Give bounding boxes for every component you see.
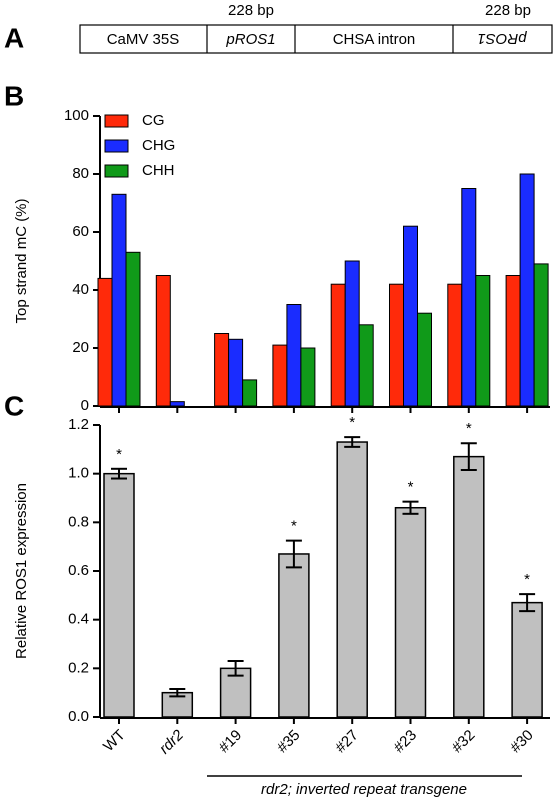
- bar: [300, 347, 316, 407]
- legend-swatch: [104, 114, 129, 128]
- bar: [394, 506, 427, 718]
- bar: [461, 188, 477, 407]
- bar: [97, 277, 113, 407]
- y-tick-label: 60: [72, 223, 89, 240]
- bar: [389, 283, 404, 407]
- x-tick-label: #35: [274, 727, 304, 757]
- y-tick-label: 0.0: [68, 708, 89, 725]
- bar: [533, 263, 549, 407]
- bar: [417, 312, 432, 407]
- legend-swatch: [104, 164, 129, 178]
- y-tick-label: 0.2: [68, 659, 89, 676]
- significance-marker: *: [524, 571, 530, 588]
- x-tick-label: #19: [216, 727, 246, 757]
- bar: [161, 691, 194, 718]
- x-tick-label: #32: [449, 727, 479, 757]
- panel-label: A: [4, 22, 24, 53]
- bar: [214, 333, 230, 407]
- segment-label: CHSA intron: [333, 31, 416, 48]
- y-tick-label: 0.8: [68, 513, 89, 530]
- bar: [447, 283, 463, 407]
- bar: [228, 338, 244, 407]
- y-tick-label: 0: [81, 397, 89, 414]
- y-tick-label: 0.4: [68, 611, 89, 628]
- bar: [169, 401, 185, 407]
- bar: [475, 275, 491, 407]
- bar: [505, 275, 521, 407]
- y-tick-label: 20: [72, 339, 89, 356]
- size-annotation: 228 bp: [485, 2, 531, 19]
- significance-marker: *: [291, 518, 297, 535]
- bar: [344, 260, 360, 407]
- y-axis-label: Relative ROS1 expression: [13, 483, 30, 659]
- y-tick-label: 0.6: [68, 562, 89, 579]
- bar: [278, 553, 310, 718]
- bar: [358, 324, 374, 407]
- bar: [403, 225, 418, 407]
- x-tick-label: #23: [390, 727, 420, 757]
- segment-label: pROS1: [225, 31, 275, 48]
- significance-marker: *: [349, 414, 355, 431]
- y-tick-label: 80: [72, 165, 89, 182]
- legend-label: CG: [142, 112, 165, 129]
- panel-label: C: [4, 390, 24, 421]
- x-tick-label: #27: [332, 727, 362, 757]
- bar: [103, 472, 135, 718]
- y-tick-label: 100: [64, 107, 89, 124]
- construct-box: [79, 24, 553, 54]
- y-axis-label: Top strand mC (%): [13, 198, 30, 323]
- group-label: rdr2; inverted repeat transgene: [261, 781, 467, 798]
- x-tick-label: WT: [100, 727, 129, 756]
- significance-marker: *: [408, 479, 414, 496]
- segment-label: CaMV 35S: [107, 31, 180, 48]
- panel-label: B: [4, 80, 24, 111]
- size-annotation: 228 bp: [228, 2, 274, 19]
- bar: [519, 173, 535, 407]
- significance-marker: *: [116, 446, 122, 463]
- y-tick-label: 40: [72, 281, 89, 298]
- bar: [111, 193, 127, 407]
- bar: [336, 441, 368, 718]
- segment-label: pROS1: [477, 30, 527, 47]
- legend-label: CHG: [142, 137, 175, 154]
- bar: [125, 251, 141, 407]
- bar: [453, 455, 485, 718]
- bar: [511, 601, 543, 718]
- bar: [330, 283, 346, 407]
- legend-label: CHH: [142, 162, 175, 179]
- x-tick-label: rdr2: [156, 726, 187, 757]
- y-tick-label: 1.2: [68, 416, 89, 433]
- construct: [79, 24, 553, 54]
- bar: [242, 379, 258, 407]
- y-tick-label: 1.0: [68, 465, 89, 482]
- significance-marker: *: [466, 420, 472, 437]
- x-tick-label: #30: [507, 727, 537, 757]
- bar: [286, 304, 302, 407]
- legend-swatch: [104, 139, 129, 153]
- bar: [155, 275, 171, 407]
- bar: [272, 344, 288, 407]
